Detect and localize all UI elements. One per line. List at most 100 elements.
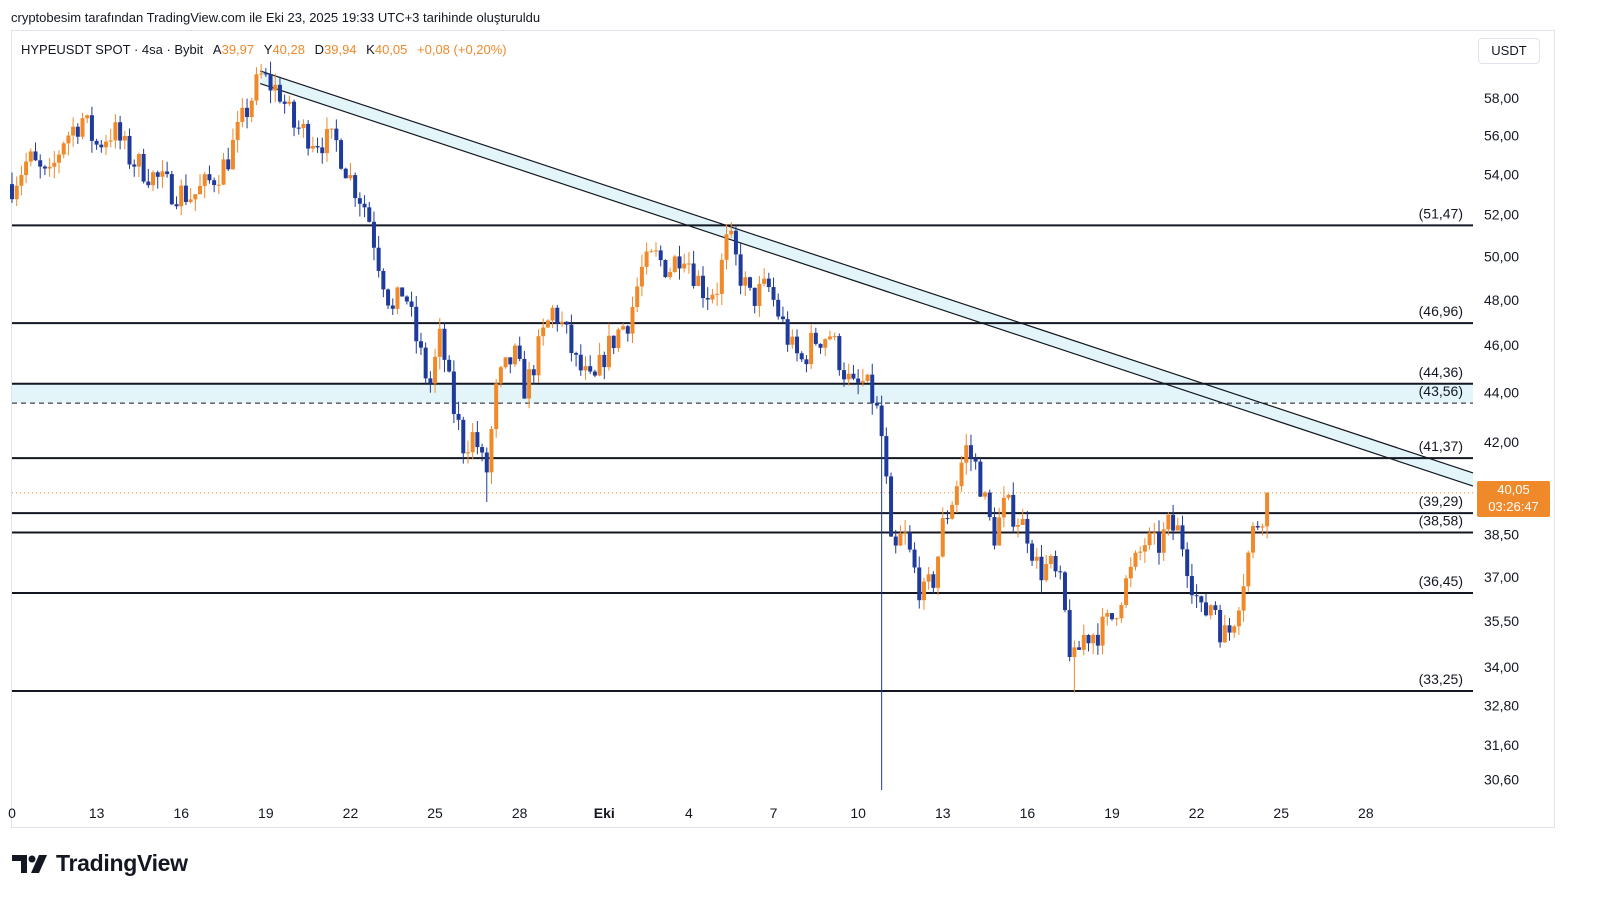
candle-71[interactable] — [343, 167, 348, 179]
candle-247[interactable] — [1171, 504, 1176, 541]
candle-108[interactable] — [517, 336, 522, 362]
candle-104[interactable] — [498, 365, 503, 388]
candle-190[interactable] — [903, 519, 908, 545]
candle-0[interactable] — [10, 172, 14, 203]
candle-8[interactable] — [47, 158, 52, 177]
candle-227[interactable] — [1077, 640, 1082, 650]
candle-256[interactable] — [1213, 601, 1218, 615]
candle-84[interactable] — [404, 295, 409, 305]
currency-button[interactable]: USDT — [1478, 38, 1540, 64]
candle-203[interactable] — [964, 433, 969, 475]
candle-103[interactable] — [494, 379, 499, 438]
candle-241[interactable] — [1142, 538, 1147, 563]
candle-264[interactable] — [1251, 522, 1256, 559]
candle-217[interactable] — [1030, 539, 1035, 566]
candle-10[interactable] — [57, 150, 62, 174]
candle-52[interactable] — [254, 67, 259, 106]
candle-5[interactable] — [33, 142, 38, 161]
candle-189[interactable] — [898, 525, 903, 547]
candle-224[interactable] — [1062, 571, 1067, 613]
candle-11[interactable] — [61, 141, 66, 159]
candle-56[interactable] — [273, 73, 278, 103]
candle-134[interactable] — [639, 254, 644, 297]
candle-212[interactable] — [1006, 493, 1011, 501]
candle-156[interactable] — [743, 271, 748, 296]
candle-199[interactable] — [945, 510, 950, 525]
candle-179[interactable] — [851, 365, 856, 381]
candle-90[interactable] — [433, 348, 438, 393]
candle-225[interactable] — [1067, 599, 1072, 662]
candle-37[interactable] — [183, 174, 188, 206]
candle-223[interactable] — [1058, 565, 1063, 580]
candle-83[interactable] — [400, 287, 405, 297]
candle-15[interactable] — [80, 112, 85, 140]
candle-121[interactable] — [578, 344, 583, 376]
candle-237[interactable] — [1124, 575, 1129, 609]
candle-88[interactable] — [423, 342, 428, 385]
candle-133[interactable] — [635, 277, 640, 313]
candle-49[interactable] — [240, 98, 245, 128]
candle-13[interactable] — [71, 117, 76, 147]
candle-181[interactable] — [860, 368, 865, 387]
candle-78[interactable] — [376, 235, 381, 278]
candle-205[interactable] — [973, 453, 978, 470]
candle-59[interactable] — [287, 95, 292, 107]
candle-36[interactable] — [179, 179, 184, 216]
candle-197[interactable] — [936, 556, 941, 596]
channel-lower-line[interactable] — [260, 82, 1474, 487]
candle-260[interactable] — [1232, 624, 1237, 638]
candle-198[interactable] — [940, 507, 945, 558]
candle-72[interactable] — [348, 163, 353, 181]
candle-45[interactable] — [221, 153, 226, 186]
candle-249[interactable] — [1180, 515, 1185, 557]
candle-240[interactable] — [1138, 546, 1143, 561]
candle-62[interactable] — [301, 119, 306, 138]
candle-3[interactable] — [24, 152, 29, 184]
candle-233[interactable] — [1105, 609, 1110, 626]
candle-129[interactable] — [616, 327, 621, 353]
candle-89[interactable] — [428, 371, 433, 393]
candle-218[interactable] — [1034, 548, 1039, 569]
candle-85[interactable] — [409, 291, 414, 317]
candle-99[interactable] — [475, 421, 480, 455]
candle-82[interactable] — [395, 286, 400, 315]
candle-50[interactable] — [245, 98, 250, 129]
candle-171[interactable] — [813, 327, 818, 346]
candle-46[interactable] — [226, 147, 231, 171]
candle-66[interactable] — [320, 137, 325, 164]
candle-91[interactable] — [437, 318, 442, 370]
candle-39[interactable] — [193, 194, 198, 212]
candle-125[interactable] — [597, 342, 602, 377]
candle-92[interactable] — [442, 322, 447, 373]
candle-138[interactable] — [658, 245, 663, 267]
candle-238[interactable] — [1128, 557, 1133, 588]
candle-132[interactable] — [630, 296, 635, 343]
candle-168[interactable] — [799, 351, 804, 362]
candle-65[interactable] — [315, 137, 320, 153]
candle-107[interactable] — [512, 343, 517, 368]
candle-74[interactable] — [357, 192, 362, 217]
candle-141[interactable] — [672, 254, 677, 273]
candle-115[interactable] — [550, 304, 555, 328]
candle-209[interactable] — [992, 507, 997, 550]
candle-44[interactable] — [216, 174, 221, 195]
candle-93[interactable] — [447, 355, 452, 373]
candle-229[interactable] — [1086, 634, 1091, 652]
candle-73[interactable] — [353, 172, 358, 207]
candle-53[interactable] — [259, 64, 264, 79]
candle-112[interactable] — [536, 329, 541, 383]
candle-136[interactable] — [649, 249, 654, 253]
candle-248[interactable] — [1175, 517, 1180, 531]
candle-96[interactable] — [461, 416, 466, 464]
candle-170[interactable] — [809, 324, 814, 370]
channel-upper-line[interactable] — [260, 70, 1474, 474]
candle-226[interactable] — [1072, 640, 1077, 693]
candle-230[interactable] — [1091, 633, 1096, 654]
candle-101[interactable] — [484, 447, 489, 503]
candle-174[interactable] — [827, 330, 832, 341]
candle-17[interactable] — [89, 106, 94, 153]
candle-239[interactable] — [1133, 550, 1138, 571]
candle-193[interactable] — [917, 556, 922, 609]
candle-102[interactable] — [489, 426, 494, 484]
